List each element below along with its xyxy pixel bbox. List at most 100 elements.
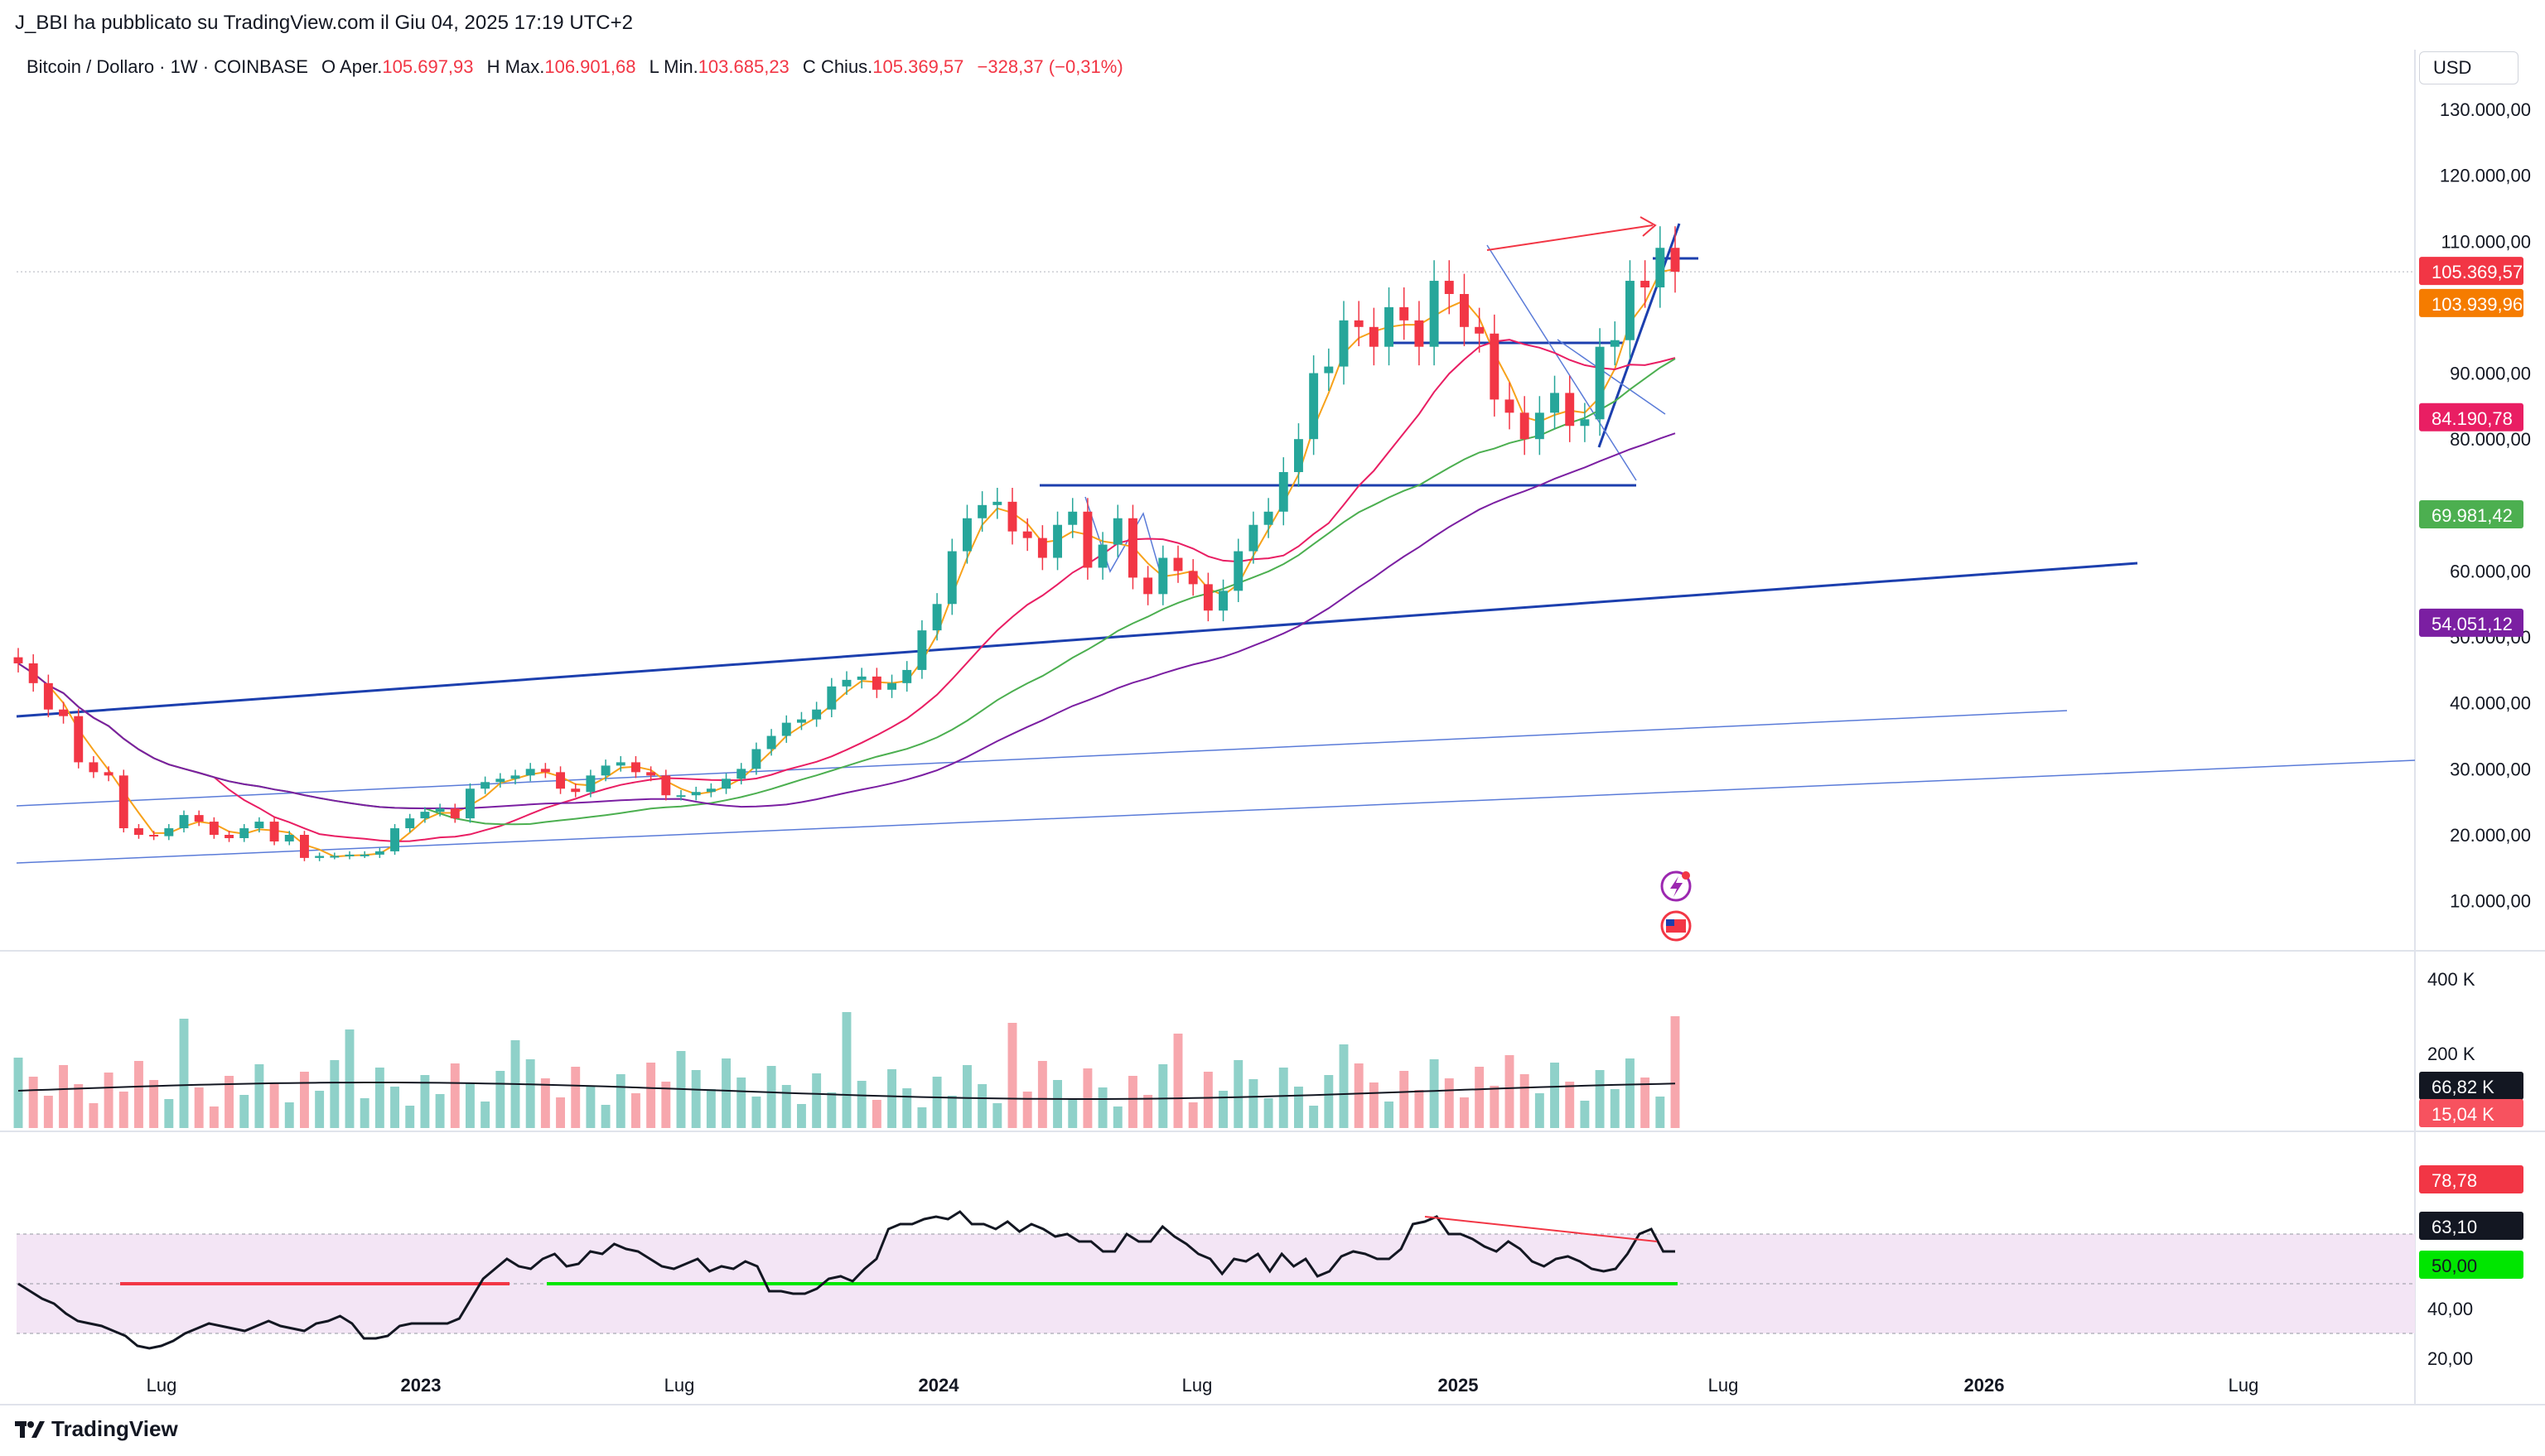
candle-body (420, 812, 430, 819)
price-tick-label: 130.000,00 (2440, 99, 2531, 120)
volume-bar (315, 1091, 325, 1128)
volume-label: 66,82 K (2432, 1077, 2494, 1097)
close-prefix: Chius. (820, 56, 873, 77)
candle-body (1188, 571, 1198, 585)
volume-bar (1022, 1092, 1032, 1128)
candle-body (872, 676, 881, 690)
currency-selector[interactable]: USD (2419, 51, 2518, 84)
candle-body (1098, 544, 1108, 568)
candle-body (269, 822, 279, 841)
volume-bar (797, 1104, 806, 1128)
price-tick-label: 20.000,00 (2450, 825, 2531, 846)
volume-bar (1324, 1075, 1334, 1128)
candle-body (661, 775, 671, 796)
flag-canton-icon (1666, 919, 1674, 926)
rsi-label: 63,10 (2432, 1217, 2477, 1237)
candle-body (1565, 393, 1575, 427)
volume-bar (450, 1063, 460, 1128)
volume-bar (1158, 1064, 1168, 1128)
candle-body (510, 775, 520, 779)
notification-dot-icon (1682, 871, 1690, 880)
time-tick-label: Lug (2229, 1375, 2259, 1396)
volume-bar (781, 1085, 791, 1128)
volume-bar (1188, 1102, 1198, 1128)
low-label: L (649, 56, 659, 77)
volume-bar (601, 1105, 611, 1128)
low-value: 103.685,23 (698, 56, 790, 77)
volume-bar (179, 1019, 189, 1128)
volume-bar (466, 1082, 475, 1128)
open-label: O (321, 56, 336, 77)
volume-bar (1339, 1044, 1349, 1128)
volume-bar (254, 1064, 264, 1128)
close-label: C (802, 56, 816, 77)
price-label: 54.051,12 (2432, 614, 2513, 634)
price-tick-label: 60.000,00 (2450, 561, 2531, 581)
close-value: 105.369,57 (872, 56, 964, 77)
candle-body (1625, 281, 1635, 340)
volume-bar (390, 1087, 399, 1128)
candle-body (13, 657, 23, 663)
candle-body (1369, 326, 1379, 347)
volume-bar (1429, 1059, 1439, 1128)
candle-body (1022, 531, 1032, 538)
candle-body (315, 856, 325, 858)
volume-bar (164, 1099, 174, 1128)
volume-bar (1475, 1067, 1485, 1128)
divergence-arrow-price (1486, 224, 1654, 251)
volume-bar (1580, 1101, 1590, 1128)
volume-bar (540, 1078, 550, 1128)
volume-bar (646, 1063, 656, 1128)
volume-bar (827, 1092, 837, 1128)
candle-body (736, 769, 746, 779)
candle-body (345, 854, 355, 856)
volume-bar (1007, 1023, 1017, 1128)
candle-body (1007, 501, 1017, 532)
volume-bar (1278, 1068, 1288, 1128)
candle-body (466, 788, 475, 819)
candle-body (1610, 340, 1620, 347)
price-label-bg (2419, 499, 2523, 528)
time-tick-label: 2026 (1964, 1375, 2005, 1396)
volume-bar (556, 1097, 565, 1128)
volume-bar (887, 1069, 896, 1128)
candle-body (1490, 333, 1499, 400)
volume-ma-line (17, 1082, 1676, 1100)
volume-bar (1354, 1063, 1364, 1128)
candle-body (812, 709, 822, 720)
volume-bar (374, 1068, 384, 1128)
volume-bar (1595, 1070, 1605, 1128)
candle-body (616, 762, 625, 766)
candle-body (932, 604, 942, 631)
volume-bar (1128, 1076, 1137, 1128)
candle-body (540, 769, 550, 773)
price-label-bg (2419, 288, 2523, 317)
candle-body (887, 682, 896, 690)
candle-body (722, 779, 731, 789)
volume-tick-label: 400 K (2427, 969, 2475, 990)
candle-body (149, 835, 159, 836)
volume-bar (1534, 1093, 1544, 1128)
open-prefix: Aper. (340, 56, 383, 77)
rsi-label-bg (2419, 1251, 2523, 1279)
volume-bar (194, 1087, 204, 1128)
rsi-tick-label: 40,00 (2427, 1299, 2473, 1319)
volume-bar (1610, 1089, 1620, 1128)
candle-body (556, 772, 565, 789)
candle-body (374, 851, 384, 855)
rsi-label: 50,00 (2432, 1256, 2477, 1276)
volume-bar (1173, 1034, 1183, 1128)
candle-body (857, 676, 867, 680)
candlesticks (13, 226, 1680, 861)
zigzag-pattern (1084, 496, 1161, 573)
tradingview-footer[interactable]: TradingView (15, 1416, 178, 1442)
price-label-bg (2419, 257, 2523, 286)
volume-bar (992, 1103, 1002, 1128)
candle-body (631, 762, 640, 773)
volume-bar (495, 1071, 505, 1128)
time-tick-label: 2024 (919, 1375, 960, 1396)
volume-bar (706, 1089, 716, 1128)
candle-body (1670, 248, 1680, 272)
candle-body (1475, 326, 1485, 334)
